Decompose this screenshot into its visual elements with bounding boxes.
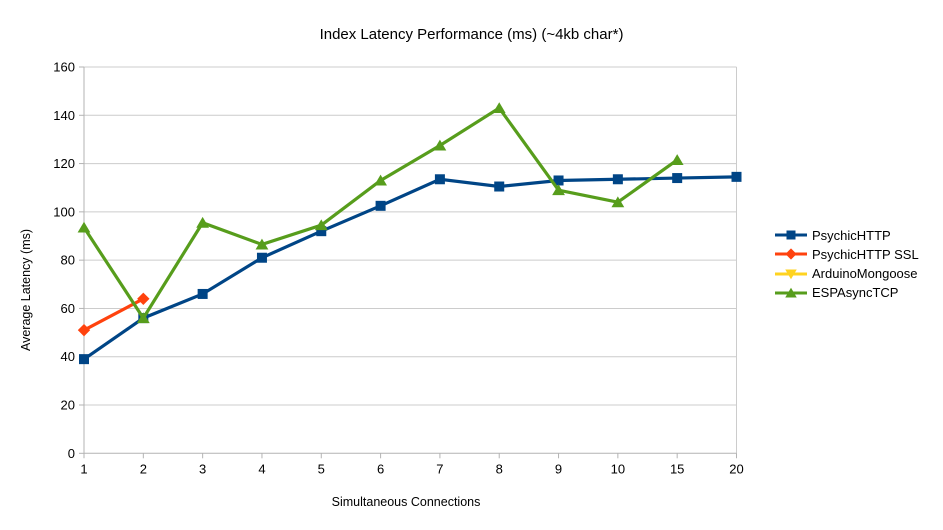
x-axis-title: Simultaneous Connections bbox=[331, 495, 481, 509]
legend-label: PsychicHTTP SSL bbox=[812, 246, 919, 262]
x-tick-label: 4 bbox=[258, 461, 265, 476]
data-point-marker bbox=[375, 200, 386, 211]
x-tick-label: 3 bbox=[199, 461, 206, 476]
x-tick-label: 10 bbox=[611, 461, 625, 476]
legend-item-espasynctcp: ESPAsyncTCP bbox=[775, 285, 919, 301]
data-point-marker bbox=[553, 175, 564, 186]
data-point-marker bbox=[492, 102, 506, 114]
legend-item-arduinomongoose: ArduinoMongoose bbox=[775, 266, 919, 282]
legend-label: ArduinoMongoose bbox=[812, 266, 918, 282]
data-point-marker bbox=[77, 221, 91, 233]
data-point-marker bbox=[255, 238, 269, 250]
data-point-marker bbox=[785, 287, 797, 298]
y-tick-label: 40 bbox=[61, 349, 75, 364]
y-tick-label: 100 bbox=[53, 204, 75, 219]
y-tick-label: 20 bbox=[61, 398, 75, 413]
data-point-marker bbox=[785, 269, 797, 279]
data-point-marker bbox=[314, 219, 328, 231]
data-point-marker bbox=[137, 292, 150, 305]
y-tick-label: 0 bbox=[68, 446, 75, 461]
triangle-up-marker-icon bbox=[775, 287, 807, 298]
data-point-marker bbox=[611, 196, 625, 208]
x-tick-label: 1 bbox=[80, 461, 87, 476]
data-point-marker bbox=[494, 181, 505, 192]
data-point-marker bbox=[612, 174, 623, 185]
data-point-marker bbox=[256, 252, 267, 263]
data-point-marker bbox=[196, 216, 210, 228]
data-point-marker bbox=[374, 174, 387, 186]
y-tick-label: 120 bbox=[53, 156, 75, 171]
legend-label: ESPAsyncTCP bbox=[812, 285, 899, 301]
x-tick-label: 6 bbox=[377, 461, 384, 476]
series-line-psychichttp bbox=[83, 175, 737, 361]
data-point-marker bbox=[433, 139, 447, 151]
data-point-marker bbox=[672, 173, 683, 184]
data-point-marker bbox=[197, 288, 208, 299]
data-point-marker bbox=[434, 174, 445, 185]
legend: PsychicHTTP PsychicHTTP SSL ArduinoMongoos… bbox=[775, 227, 919, 301]
legend-item-psychichttp: PsychicHTTP bbox=[775, 227, 919, 243]
y-tick-label: 60 bbox=[61, 301, 75, 316]
data-point-marker bbox=[786, 230, 796, 240]
series-line-espasynctcp bbox=[82, 105, 679, 322]
x-tick-label: 2 bbox=[140, 461, 147, 476]
data-point-marker bbox=[670, 154, 684, 165]
x-tick-label: 20 bbox=[729, 461, 743, 476]
legend-label: PsychicHTTP bbox=[812, 227, 891, 243]
data-point-marker bbox=[136, 312, 150, 324]
series-espasynctcp bbox=[77, 102, 684, 324]
data-point-marker bbox=[785, 248, 797, 260]
data-point-marker bbox=[552, 184, 565, 196]
diamond-marker-icon bbox=[775, 248, 807, 260]
data-point-marker bbox=[316, 226, 327, 237]
data-point-marker bbox=[77, 323, 91, 337]
data-point-marker bbox=[79, 354, 89, 365]
x-tick-label: 5 bbox=[318, 461, 325, 476]
legend-item-psychichttp-ssl: PsychicHTTP SSL bbox=[775, 246, 919, 262]
data-point-marker bbox=[731, 171, 742, 182]
square-marker-icon bbox=[775, 230, 807, 240]
x-tick-label: 9 bbox=[555, 461, 562, 476]
y-tick-label: 140 bbox=[53, 108, 75, 123]
x-tick-label: 7 bbox=[436, 461, 443, 476]
x-tick-label: 8 bbox=[496, 461, 503, 476]
triangle-down-marker-icon bbox=[775, 269, 807, 279]
x-tick-label: 15 bbox=[670, 461, 684, 476]
y-tick-label: 80 bbox=[61, 253, 75, 268]
y-tick-label: 160 bbox=[53, 60, 75, 75]
series-psychichttp bbox=[79, 171, 742, 365]
chart-title: Index Latency Performance (ms) (~4kb cha… bbox=[319, 26, 624, 43]
